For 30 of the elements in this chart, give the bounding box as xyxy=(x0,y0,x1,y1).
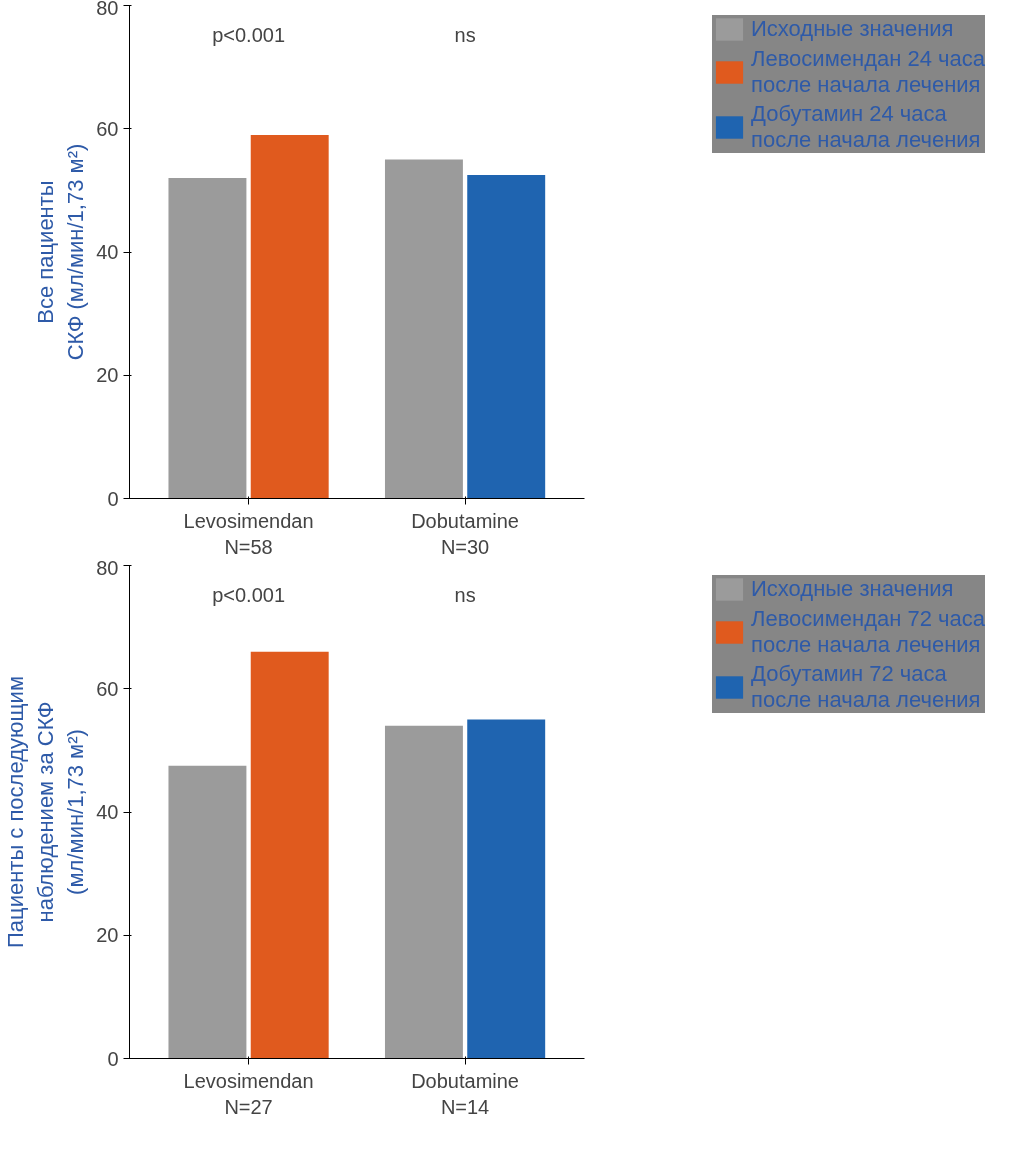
y-axis-title: Пациенты с последующим наблюдением за СКФ (мл/мин/1,73 м²) xyxy=(3,675,89,949)
x-tick-label: Levosimendan N=58 xyxy=(183,509,314,558)
annotation: p<0.001 xyxy=(212,584,286,607)
y-tick-label: 80 xyxy=(96,556,119,579)
x-tick-label: Levosimendan N=27 xyxy=(183,1069,314,1118)
y-tick-label: 40 xyxy=(96,241,119,263)
y-tick-label: 20 xyxy=(96,364,119,387)
annotation: ns xyxy=(454,584,476,607)
bar xyxy=(467,719,546,1059)
legend-label: Левосимендан 24 часа после начала лечения xyxy=(751,46,985,98)
bar xyxy=(168,765,247,1059)
y-tick-label: 20 xyxy=(96,924,119,947)
y-axis-title: Все пациенты СКФ (мл/мин/1,73 м²) xyxy=(33,143,89,361)
bar xyxy=(384,725,463,1059)
legend-label: Левосимендан 72 часа после начала лечения xyxy=(751,606,985,658)
x-tick-label: Dobutamine N=14 xyxy=(411,1069,519,1118)
annotation: ns xyxy=(454,24,476,47)
legend-label: Исходные значения xyxy=(751,16,954,42)
y-tick-label: 40 xyxy=(96,801,119,823)
legend-label: Добутамин 72 часа после начала лечения xyxy=(751,661,981,713)
y-tick-label: 60 xyxy=(96,117,119,140)
x-tick-label: Dobutamine N=30 xyxy=(411,509,519,558)
y-tick-label: 0 xyxy=(107,1047,119,1070)
y-tick-label: 60 xyxy=(96,677,119,700)
legend-label: Исходные значения xyxy=(751,576,954,602)
annotation: p<0.001 xyxy=(212,24,286,47)
y-tick-label: 80 xyxy=(96,0,119,19)
y-tick-label: 0 xyxy=(107,487,119,510)
legend-label: Добутамин 24 часа после начала лечения xyxy=(751,101,981,153)
bar xyxy=(250,651,329,1059)
